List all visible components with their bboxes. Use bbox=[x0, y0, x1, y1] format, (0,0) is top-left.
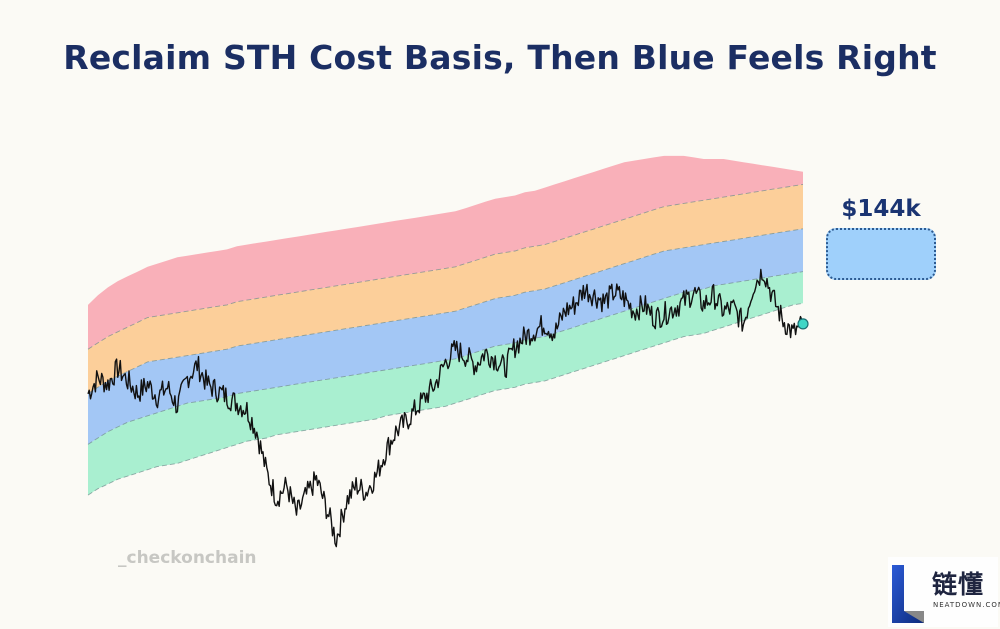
band-area-3 bbox=[88, 155, 803, 350]
logo-site: NEATDOWN.COM bbox=[933, 601, 1000, 609]
band-boundary-0 bbox=[87, 302, 804, 496]
price-line bbox=[87, 268, 804, 548]
target-price-box bbox=[826, 228, 936, 280]
watermark-text: _checkonchain bbox=[118, 548, 257, 568]
chart-title: Reclaim STH Cost Basis, Then Blue Feels … bbox=[63, 38, 937, 77]
logo-l-icon bbox=[892, 565, 924, 623]
latest-price-point bbox=[797, 318, 809, 330]
cost-basis-bands bbox=[87, 155, 804, 496]
price-series bbox=[87, 268, 809, 548]
band-boundary-3 bbox=[87, 183, 804, 350]
band-area-0 bbox=[88, 271, 803, 496]
band-boundary-2 bbox=[87, 228, 804, 394]
logo-name: 链懂 bbox=[932, 570, 985, 599]
band-area-1 bbox=[88, 228, 803, 445]
site-logo: 链懂 NEATDOWN.COM bbox=[888, 557, 1000, 627]
target-price-label: $144k bbox=[841, 196, 921, 222]
